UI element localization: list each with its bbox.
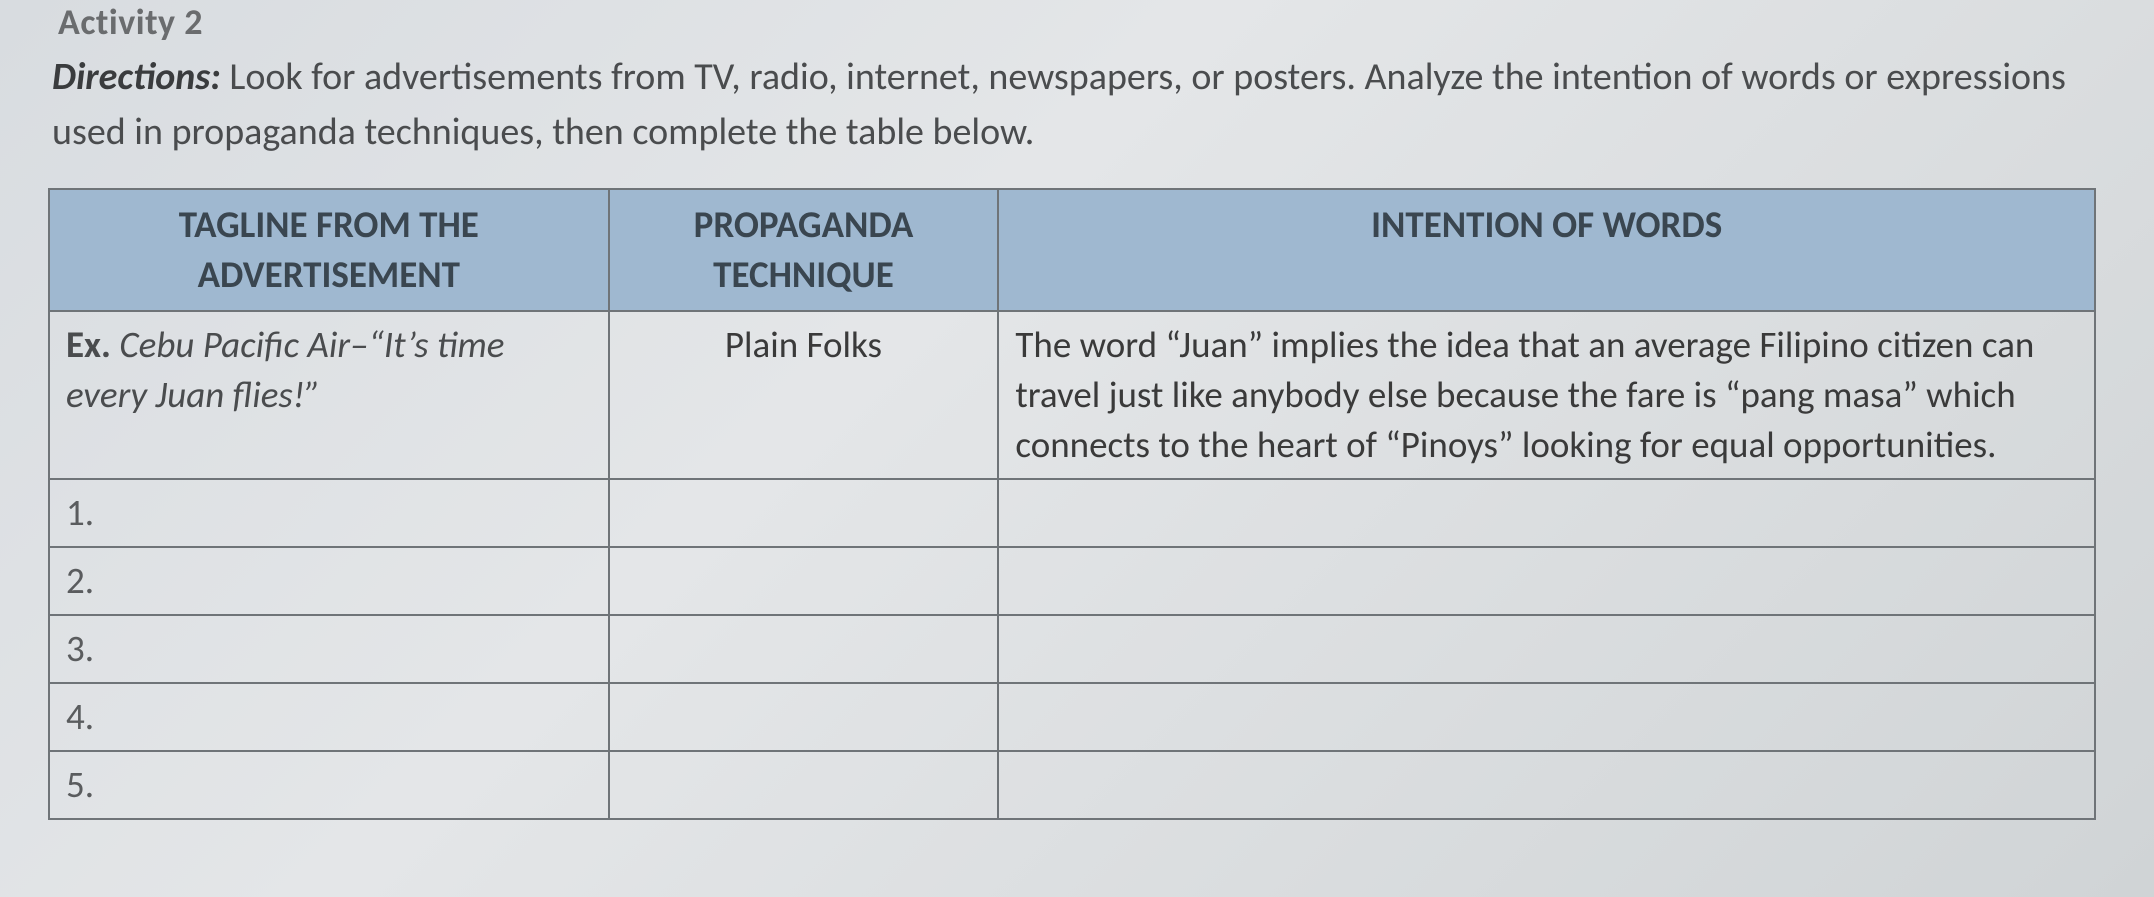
cell-row-number: 4.	[49, 683, 609, 751]
example-prefix: Ex.	[66, 322, 111, 367]
table-header-row: TAGLINE FROM THE ADVERTISEMENT PROPAGAND…	[49, 189, 2095, 311]
cell-intention-blank	[998, 683, 2095, 751]
cell-intention-blank	[998, 615, 2095, 683]
example-tagline: Cebu Pacific Air–“It’s time every Juan f…	[66, 322, 504, 417]
table-row: 2.	[49, 547, 2095, 615]
propaganda-table: TAGLINE FROM THE ADVERTISEMENT PROPAGAND…	[48, 188, 2096, 819]
table-row: 4.	[49, 683, 2095, 751]
col-header-line: TAGLINE FROM THE	[179, 202, 479, 247]
cell-row-number: 2.	[49, 547, 609, 615]
cell-intention-blank	[998, 751, 2095, 819]
cell-technique-example: Plain Folks	[609, 311, 999, 479]
table-row: 3.	[49, 615, 2095, 683]
directions-text: Look for advertisements from TV, radio, …	[52, 54, 2066, 155]
cell-intention-example: The word “Juan” implies the idea that an…	[998, 311, 2095, 479]
worksheet-page: Activity 2 Directions: Look for advertis…	[0, 0, 2154, 820]
table-row: 5.	[49, 751, 2095, 819]
cell-intention-blank	[998, 479, 2095, 547]
cell-technique-blank	[609, 683, 999, 751]
col-header-line: INTENTION OF WORDS	[1371, 202, 1722, 247]
cell-technique-blank	[609, 615, 999, 683]
col-header-line: ADVERTISEMENT	[198, 252, 460, 297]
cell-technique-blank	[609, 547, 999, 615]
cell-technique-blank	[609, 479, 999, 547]
col-header-line: TECHNIQUE	[713, 252, 894, 297]
table-row: 1.	[49, 479, 2095, 547]
table-row-example: Ex. Cebu Pacific Air–“It’s time every Ju…	[49, 311, 2095, 479]
cell-row-number: 5.	[49, 751, 609, 819]
cell-row-number: 3.	[49, 615, 609, 683]
cell-tagline-example: Ex. Cebu Pacific Air–“It’s time every Ju…	[49, 311, 609, 479]
activity-title: Activity 2	[58, 0, 2094, 44]
col-header-tagline: TAGLINE FROM THE ADVERTISEMENT	[49, 189, 609, 311]
directions: Directions: Look for advertisements from…	[52, 50, 2094, 160]
cell-row-number: 1.	[49, 479, 609, 547]
cell-intention-blank	[998, 547, 2095, 615]
col-header-technique: PROPAGANDA TECHNIQUE	[609, 189, 999, 311]
col-header-line: PROPAGANDA	[694, 202, 914, 247]
directions-label: Directions:	[52, 54, 221, 100]
col-header-intention: INTENTION OF WORDS	[998, 189, 2095, 311]
cell-technique-blank	[609, 751, 999, 819]
